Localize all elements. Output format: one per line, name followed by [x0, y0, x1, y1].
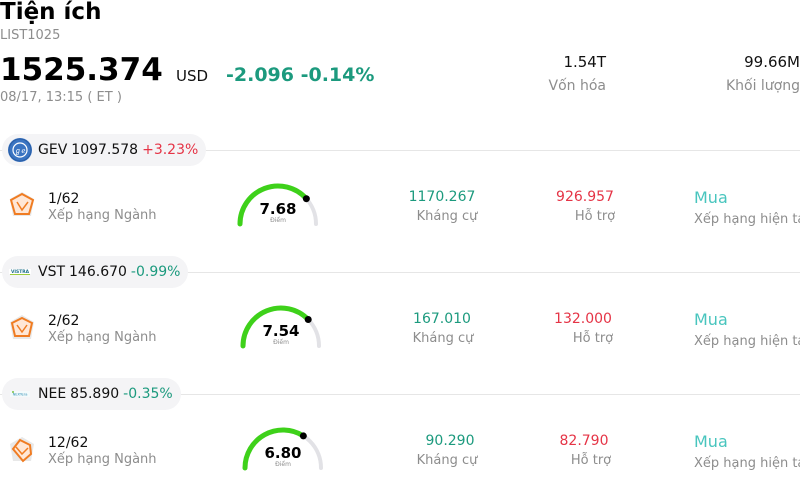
- score-gauge: [237, 183, 318, 227]
- stock-change: -0.35%: [123, 386, 173, 402]
- stock-change: -0.99%: [130, 264, 181, 280]
- rating-label: Xếp hạng hiện tại: [694, 456, 800, 471]
- index-change: -2.096 -0.14%: [226, 64, 375, 86]
- resistance-value: 167.010: [413, 311, 471, 327]
- rating-label: Xếp hạng hiện tại: [694, 334, 800, 349]
- sector-rank-label: Xếp hạng Ngành: [48, 208, 157, 223]
- rating-value[interactable]: Mua: [694, 432, 728, 451]
- sector-rank: 12/62: [48, 435, 89, 451]
- support-label: Hỗ trợ: [572, 331, 614, 346]
- resistance-value: 90.290: [425, 433, 475, 449]
- resistance-value: 1170.267: [408, 189, 476, 205]
- stock-symbol: VST: [38, 264, 66, 280]
- gauge-marker: [302, 195, 310, 203]
- support-value: 82.790: [559, 433, 609, 449]
- market-cap-value: 1.54T: [563, 53, 606, 71]
- sector-rank-icon: [7, 313, 37, 347]
- score-value: 7.68: [259, 200, 297, 218]
- sector-rank: 2/62: [48, 313, 80, 329]
- sector-rank: 1/62: [48, 191, 80, 207]
- page-title: Tiện ích: [0, 0, 102, 25]
- rating-value[interactable]: Mua: [694, 310, 728, 329]
- svg-text:ℊℯ: ℊℯ: [14, 147, 25, 156]
- score-label: Điểm: [275, 461, 291, 468]
- volume-value: 99.66M: [744, 53, 800, 71]
- sector-rank-label: Xếp hạng Ngành: [48, 452, 157, 467]
- stock-pill-nee[interactable]: NEXTera NEE 85.890 -0.35%: [2, 378, 181, 410]
- sector-rank-icon: [7, 190, 37, 224]
- support-value: 132.000: [554, 311, 612, 327]
- support-label: Hỗ trợ: [574, 209, 616, 224]
- support-value: 926.957: [556, 189, 614, 205]
- score-value: 7.54: [262, 322, 300, 340]
- svg-text:VISTRA: VISTRA: [11, 269, 30, 275]
- currency-label: USD: [176, 67, 209, 85]
- stock-symbol: GEV: [38, 142, 68, 158]
- market-cap-label: Vốn hóa: [548, 78, 606, 94]
- row-divider: [0, 150, 800, 151]
- stock-pill-gev[interactable]: ℊℯ GEV 1097.578 +3.23%: [2, 134, 207, 166]
- ge-vernova-logo-icon: ℊℯ: [8, 138, 32, 162]
- gauge-marker: [304, 315, 312, 323]
- score-value: 6.80: [264, 444, 302, 462]
- score-gauge: [242, 427, 323, 471]
- gauge-marker: [299, 432, 307, 440]
- resistance-label: Kháng cự: [412, 331, 474, 346]
- stock-symbol: NEE: [38, 386, 67, 402]
- stock-price: 146.670: [69, 264, 127, 280]
- rating-value[interactable]: Mua: [694, 188, 728, 207]
- stock-price: 85.890: [70, 386, 120, 402]
- row-divider: [0, 272, 800, 273]
- row-divider: [0, 394, 800, 395]
- sector-rank-label: Xếp hạng Ngành: [48, 330, 157, 345]
- stock-pill-vst[interactable]: VISTRA VST 146.670 -0.99%: [2, 256, 189, 288]
- index-price: 1525.374: [0, 52, 163, 88]
- gauge-fill: [237, 183, 309, 227]
- score-label: Điểm: [270, 217, 286, 224]
- score-label: Điểm: [273, 339, 289, 346]
- svg-text:NEXTera: NEXTera: [13, 393, 28, 397]
- score-gauge: [240, 305, 321, 349]
- volume-label: Khối lượng: [725, 78, 800, 94]
- rating-label: Xếp hạng hiện tại: [694, 212, 800, 227]
- gauge-fill: [242, 427, 306, 471]
- resistance-label: Kháng cự: [416, 453, 478, 468]
- sector-rank-icon: [7, 435, 37, 469]
- list-code: LIST1025: [0, 28, 61, 43]
- resistance-label: Kháng cự: [416, 209, 478, 224]
- gauge-fill: [240, 305, 311, 349]
- support-label: Hỗ trợ: [570, 453, 612, 468]
- stock-change: +3.23%: [142, 142, 199, 158]
- timestamp: 08/17, 13:15 ( ET ): [0, 90, 122, 105]
- stock-price: 1097.578: [71, 142, 139, 158]
- nextera-logo-icon: NEXTera: [8, 382, 32, 406]
- vistra-logo-icon: VISTRA: [8, 260, 32, 284]
